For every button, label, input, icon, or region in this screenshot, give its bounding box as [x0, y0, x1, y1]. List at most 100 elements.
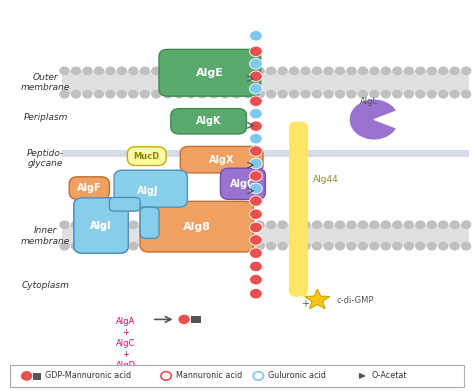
- Circle shape: [249, 84, 262, 94]
- Circle shape: [164, 67, 172, 75]
- Circle shape: [404, 90, 413, 98]
- Circle shape: [278, 67, 287, 75]
- Circle shape: [255, 90, 264, 98]
- Circle shape: [336, 221, 345, 228]
- Circle shape: [164, 242, 172, 250]
- Bar: [191, 316, 201, 323]
- Circle shape: [462, 67, 471, 75]
- Circle shape: [450, 242, 459, 250]
- Circle shape: [232, 221, 241, 228]
- FancyBboxPatch shape: [114, 170, 187, 207]
- Circle shape: [462, 221, 471, 228]
- Text: AlgE: AlgE: [196, 68, 224, 78]
- Circle shape: [427, 242, 436, 250]
- Circle shape: [249, 30, 262, 41]
- Circle shape: [249, 171, 262, 181]
- Circle shape: [232, 242, 241, 250]
- Circle shape: [249, 46, 262, 57]
- Circle shape: [312, 67, 321, 75]
- Circle shape: [312, 90, 321, 98]
- Circle shape: [209, 90, 218, 98]
- Circle shape: [118, 242, 127, 250]
- Text: Cytoplasm: Cytoplasm: [22, 281, 70, 290]
- Text: AlgK: AlgK: [196, 116, 221, 126]
- Circle shape: [198, 67, 207, 75]
- Text: AlgI: AlgI: [91, 221, 112, 231]
- Circle shape: [118, 67, 127, 75]
- Circle shape: [393, 242, 402, 250]
- Text: O-Acetat: O-Acetat: [372, 371, 407, 380]
- Circle shape: [358, 67, 367, 75]
- FancyBboxPatch shape: [159, 49, 261, 96]
- FancyBboxPatch shape: [10, 364, 464, 387]
- Circle shape: [336, 242, 345, 250]
- Circle shape: [221, 90, 230, 98]
- Circle shape: [152, 67, 161, 75]
- Circle shape: [439, 90, 448, 98]
- Circle shape: [249, 183, 262, 194]
- Circle shape: [106, 242, 115, 250]
- FancyBboxPatch shape: [180, 146, 263, 173]
- Circle shape: [427, 67, 436, 75]
- Circle shape: [244, 90, 253, 98]
- FancyBboxPatch shape: [74, 198, 128, 253]
- Circle shape: [249, 289, 262, 299]
- Text: AlgF: AlgF: [77, 183, 101, 193]
- Circle shape: [312, 242, 321, 250]
- Circle shape: [358, 90, 367, 98]
- Text: AlgX: AlgX: [209, 155, 234, 165]
- Circle shape: [393, 67, 402, 75]
- Circle shape: [249, 133, 262, 144]
- Circle shape: [416, 242, 425, 250]
- Circle shape: [175, 67, 184, 75]
- Circle shape: [94, 242, 103, 250]
- Circle shape: [301, 221, 310, 228]
- Circle shape: [249, 196, 262, 206]
- Text: Alg44: Alg44: [313, 176, 338, 185]
- Circle shape: [462, 242, 471, 250]
- FancyBboxPatch shape: [289, 122, 308, 297]
- Circle shape: [249, 209, 262, 219]
- Circle shape: [175, 242, 184, 250]
- Circle shape: [140, 67, 149, 75]
- Circle shape: [244, 221, 253, 228]
- Circle shape: [152, 90, 161, 98]
- Circle shape: [249, 274, 262, 285]
- Text: AlgG: AlgG: [230, 179, 256, 189]
- Circle shape: [404, 221, 413, 228]
- Circle shape: [129, 90, 138, 98]
- Circle shape: [301, 67, 310, 75]
- Circle shape: [209, 242, 218, 250]
- Text: +: +: [301, 299, 310, 309]
- Circle shape: [94, 221, 103, 228]
- Circle shape: [152, 242, 161, 250]
- Circle shape: [404, 242, 413, 250]
- FancyBboxPatch shape: [69, 177, 109, 199]
- Text: AlgI: AlgI: [91, 221, 112, 231]
- Text: Mannuronic acid: Mannuronic acid: [175, 371, 242, 380]
- Circle shape: [393, 90, 402, 98]
- Circle shape: [106, 67, 115, 75]
- Circle shape: [266, 242, 275, 250]
- FancyBboxPatch shape: [74, 198, 128, 253]
- Circle shape: [278, 90, 287, 98]
- Circle shape: [324, 90, 333, 98]
- Circle shape: [129, 242, 138, 250]
- Text: GDP-Mannuronic acid: GDP-Mannuronic acid: [45, 371, 131, 380]
- Circle shape: [416, 221, 425, 228]
- Text: Inner
membrane: Inner membrane: [21, 226, 70, 246]
- Circle shape: [72, 221, 81, 228]
- Circle shape: [129, 221, 138, 228]
- Circle shape: [244, 242, 253, 250]
- Circle shape: [382, 90, 391, 98]
- FancyBboxPatch shape: [220, 168, 265, 199]
- Circle shape: [21, 371, 32, 380]
- Circle shape: [301, 242, 310, 250]
- Circle shape: [290, 221, 299, 228]
- Circle shape: [249, 146, 262, 156]
- Circle shape: [83, 242, 92, 250]
- Bar: [62, 149, 469, 156]
- Circle shape: [427, 90, 436, 98]
- Text: Outer
membrane: Outer membrane: [21, 73, 70, 92]
- Circle shape: [439, 221, 448, 228]
